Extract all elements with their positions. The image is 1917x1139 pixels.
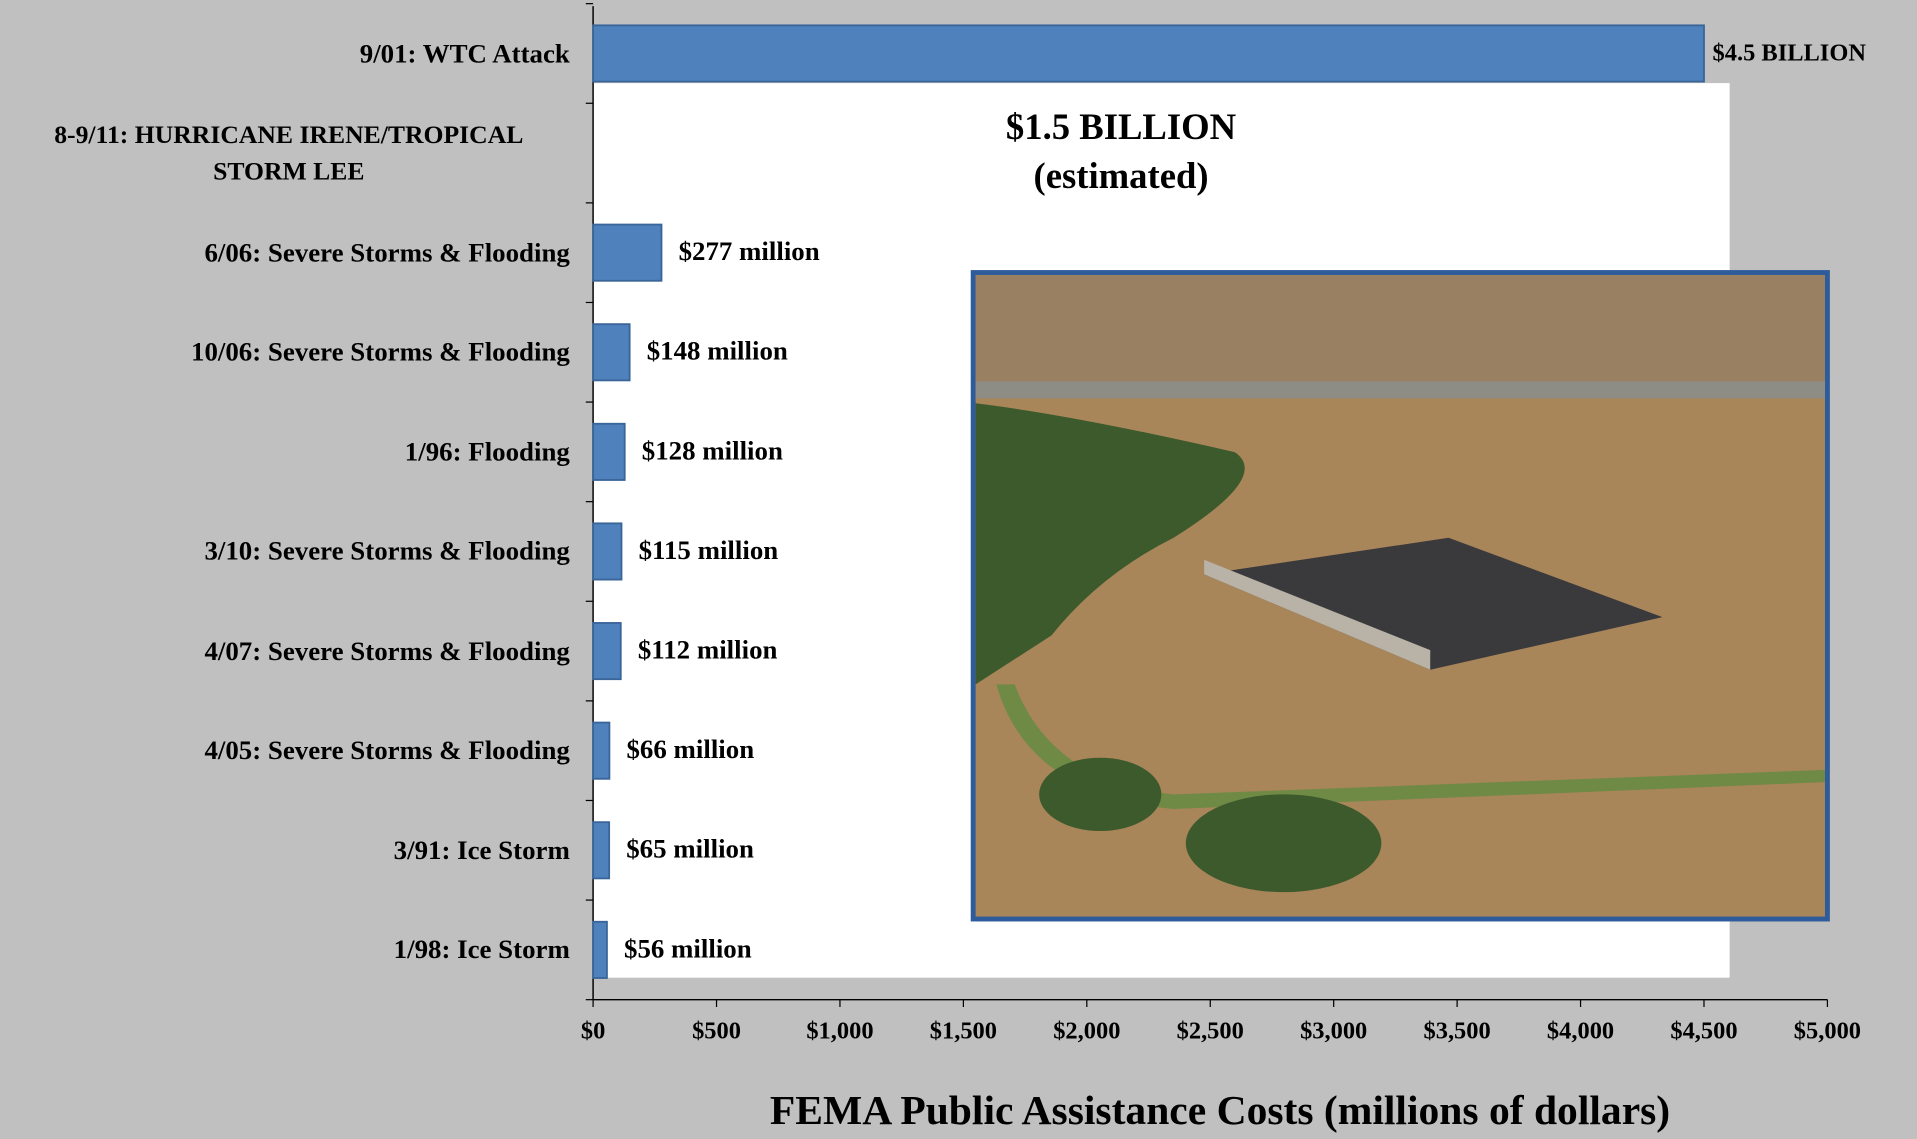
x-tick-label: $3,000 bbox=[1300, 1017, 1367, 1044]
annotation: $1.5 BILLION bbox=[1006, 106, 1236, 147]
value-label: $65 million bbox=[626, 834, 754, 864]
bar bbox=[592, 223, 663, 282]
y-tick-label-row: 3/10: Severe Storms & Flooding bbox=[0, 502, 570, 602]
bar bbox=[592, 821, 611, 880]
value-label: $277 million bbox=[679, 236, 820, 266]
value-label: $112 million bbox=[638, 634, 778, 664]
flood-photo bbox=[970, 270, 1830, 922]
y-tick-label-row: 8-9/11: HURRICANE IRENE/TROPICAL STORM L… bbox=[0, 103, 570, 203]
y-tick-label-row: 9/01: WTC Attack bbox=[0, 4, 570, 104]
y-tick-label-row: 1/96: Flooding bbox=[0, 402, 570, 502]
y-tick-label-box: 3/10: Severe Storms & Flooding bbox=[0, 502, 570, 602]
x-axis-title: FEMA Public Assistance Costs (millions o… bbox=[770, 1087, 1670, 1134]
photo-trees bbox=[975, 403, 1245, 685]
value-label: $128 million bbox=[642, 435, 783, 465]
photo-levee bbox=[996, 684, 1825, 810]
photo-background bbox=[975, 274, 1825, 385]
photo-building-wall bbox=[1204, 559, 1431, 670]
value-label: $4.5 BILLION bbox=[1713, 39, 1867, 66]
value-label: $115 million bbox=[639, 535, 779, 565]
annotation: (estimated) bbox=[1034, 155, 1209, 196]
y-tick-label-row: 4/05: Severe Storms & Flooding bbox=[0, 701, 570, 801]
y-tick-label: 10/06: Severe Storms & Flooding bbox=[191, 336, 570, 367]
x-tick-label: $3,500 bbox=[1424, 1017, 1491, 1044]
y-tick-label: 4/05: Severe Storms & Flooding bbox=[204, 734, 570, 766]
x-tick-label: $5,000 bbox=[1794, 1017, 1861, 1044]
bar bbox=[592, 721, 611, 780]
photo-tree-cluster bbox=[1039, 757, 1162, 832]
y-tick-label: 1/96: Flooding bbox=[404, 435, 570, 467]
y-tick-label-row: 10/06: Severe Storms & Flooding bbox=[0, 302, 570, 402]
x-tick-label: $2,500 bbox=[1177, 1017, 1244, 1044]
y-tick-label-box: 4/05: Severe Storms & Flooding bbox=[0, 701, 570, 801]
y-tick-label-box: 4/07: Severe Storms & Flooding bbox=[0, 601, 570, 701]
y-tick-label-box: 10/06: Severe Storms & Flooding bbox=[0, 302, 570, 402]
y-tick-label: 1/98: Ice Storm bbox=[393, 933, 570, 965]
x-tick-label: $1,000 bbox=[806, 1017, 873, 1044]
y-tick-label-row: 1/98: Ice Storm bbox=[0, 900, 570, 1000]
photo-highway bbox=[975, 381, 1825, 399]
value-label: $56 million bbox=[624, 933, 752, 963]
y-tick-label-box: 9/01: WTC Attack bbox=[0, 4, 570, 104]
photo-building-roof bbox=[1204, 537, 1663, 670]
y-tick-label-row: 4/07: Severe Storms & Flooding bbox=[0, 601, 570, 701]
y-tick-label: 6/06: Severe Storms & Flooding bbox=[204, 236, 570, 268]
bar bbox=[592, 422, 626, 481]
bar bbox=[592, 24, 1705, 83]
value-label: $66 million bbox=[626, 734, 754, 764]
y-tick-label-box: 6/06: Severe Storms & Flooding bbox=[0, 203, 570, 303]
x-tick-label: $2,000 bbox=[1053, 1017, 1120, 1044]
photo-tree-cluster bbox=[1185, 794, 1382, 893]
x-tick-label: $500 bbox=[692, 1017, 741, 1044]
y-tick-label-box: 1/98: Ice Storm bbox=[0, 900, 570, 1000]
y-tick-label-box: 1/96: Flooding bbox=[0, 402, 570, 502]
bar bbox=[592, 920, 608, 979]
y-tick-label: 3/10: Severe Storms & Flooding bbox=[204, 535, 570, 567]
y-tick-label: 4/07: Severe Storms & Flooding bbox=[204, 635, 570, 666]
y-tick-label-row: 6/06: Severe Storms & Flooding bbox=[0, 203, 570, 303]
x-tick-label: $4,000 bbox=[1547, 1017, 1614, 1044]
x-tick-label: $4,500 bbox=[1670, 1017, 1737, 1044]
y-tick-label-box: 8-9/11: HURRICANE IRENE/TROPICAL STORM L… bbox=[0, 103, 570, 203]
x-tick-label: $0 bbox=[581, 1017, 605, 1044]
y-tick-label: 3/91: Ice Storm bbox=[393, 834, 570, 865]
bar bbox=[592, 522, 623, 581]
y-tick-label-row: 3/91: Ice Storm bbox=[0, 800, 570, 900]
bar bbox=[592, 323, 631, 382]
x-tick-label: $1,500 bbox=[930, 1017, 997, 1044]
y-tick-label: 9/01: WTC Attack bbox=[359, 37, 570, 69]
bar bbox=[592, 622, 622, 681]
y-tick-label-box: 3/91: Ice Storm bbox=[0, 800, 570, 900]
value-label: $148 million bbox=[647, 336, 788, 366]
y-tick-label: 8-9/11: HURRICANE IRENE/TROPICAL STORM L… bbox=[54, 120, 524, 187]
